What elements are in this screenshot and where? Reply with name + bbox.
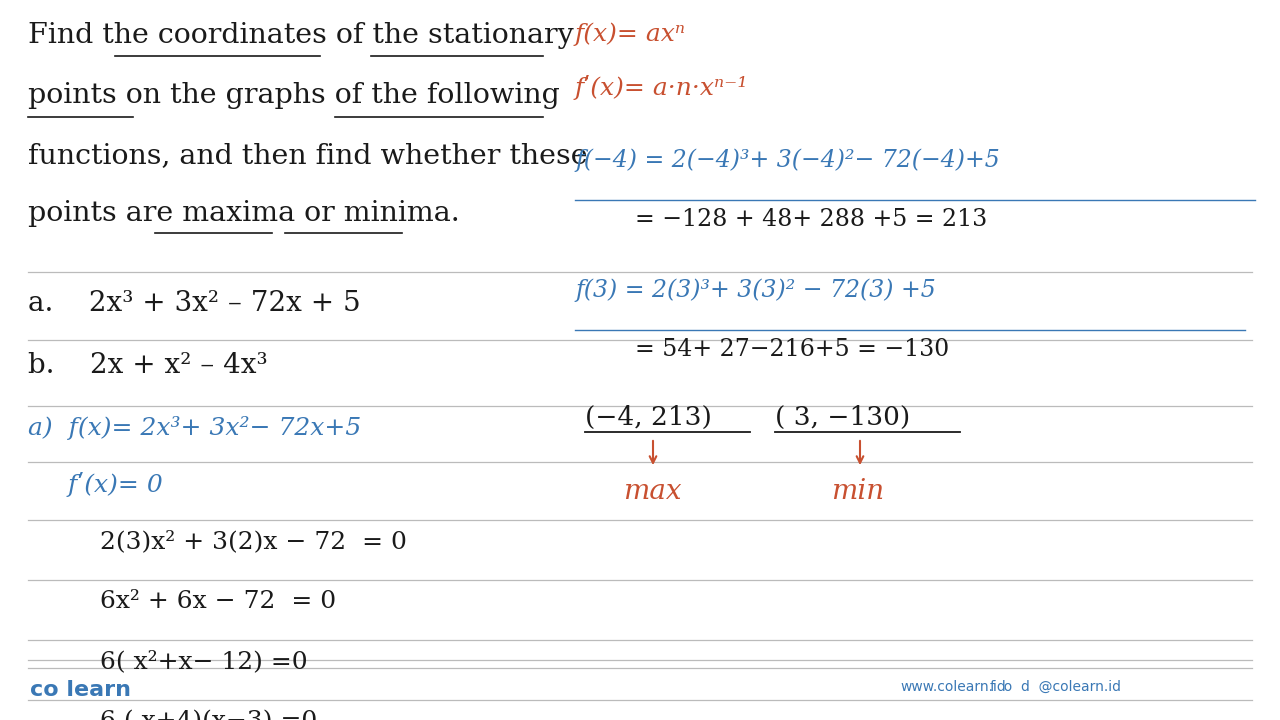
Text: = −128 + 48+ 288 +5 = 213: = −128 + 48+ 288 +5 = 213 [635, 208, 987, 231]
Text: b.    2x + x² – 4x³: b. 2x + x² – 4x³ [28, 352, 268, 379]
Text: ( 3, −130): ( 3, −130) [774, 405, 910, 430]
Text: f  o  d  @colearn.id: f o d @colearn.id [989, 680, 1121, 694]
Text: f(3) = 2(3)³+ 3(3)² − 72(3) +5: f(3) = 2(3)³+ 3(3)² − 72(3) +5 [575, 278, 936, 302]
Text: 6( x²+x− 12) =0: 6( x²+x− 12) =0 [60, 650, 307, 673]
Text: min: min [831, 478, 884, 505]
Text: 2(3)x² + 3(2)x − 72  = 0: 2(3)x² + 3(2)x − 72 = 0 [60, 530, 407, 553]
Text: = 54+ 27−216+5 = −130: = 54+ 27−216+5 = −130 [635, 338, 950, 361]
Text: (−4, 213): (−4, 213) [585, 405, 712, 430]
Text: points are maxima or minima.: points are maxima or minima. [28, 200, 460, 227]
Text: max: max [623, 478, 681, 505]
Text: a)  f(x)= 2x³+ 3x²− 72x+5: a) f(x)= 2x³+ 3x²− 72x+5 [28, 416, 361, 440]
Text: 6 ( x+4)(x−3) =0: 6 ( x+4)(x−3) =0 [60, 710, 317, 720]
Text: f(−4) = 2(−4)³+ 3(−4)²− 72(−4)+5: f(−4) = 2(−4)³+ 3(−4)²− 72(−4)+5 [575, 148, 1000, 171]
Text: fʹ(x)= a·n·xⁿ⁻¹: fʹ(x)= a·n·xⁿ⁻¹ [575, 75, 749, 100]
Text: fʹ(x)= 0: fʹ(x)= 0 [28, 472, 163, 497]
Text: www.colearn.id: www.colearn.id [900, 680, 1006, 694]
Text: functions, and then find whether these: functions, and then find whether these [28, 142, 588, 169]
Text: Find the coordinates of the stationary: Find the coordinates of the stationary [28, 22, 573, 49]
Text: points on the graphs of the following: points on the graphs of the following [28, 82, 559, 109]
Text: a.    2x³ + 3x² – 72x + 5: a. 2x³ + 3x² – 72x + 5 [28, 290, 361, 317]
Text: co learn: co learn [29, 680, 131, 700]
Text: f(x)= axⁿ: f(x)= axⁿ [575, 22, 686, 45]
Text: 6x² + 6x − 72  = 0: 6x² + 6x − 72 = 0 [60, 590, 337, 613]
